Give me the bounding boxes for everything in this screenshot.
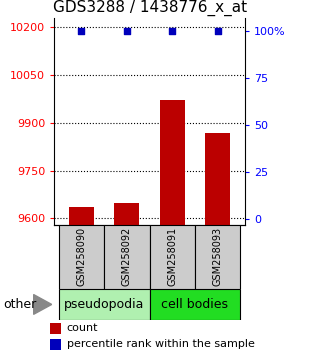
Title: GDS3288 / 1438776_x_at: GDS3288 / 1438776_x_at [52,0,247,16]
Point [170,28,175,34]
Text: count: count [67,323,98,333]
Bar [104,225,149,289]
Point [215,28,220,34]
Bar [149,289,240,320]
Bar [149,225,195,289]
Text: cell bodies: cell bodies [162,298,228,311]
Bar [50,322,61,334]
Bar [160,100,185,225]
Polygon shape [33,295,52,314]
Bar [50,338,61,350]
Bar [59,225,104,289]
Bar [114,203,140,225]
Point [79,28,84,34]
Text: percentile rank within the sample: percentile rank within the sample [67,339,255,349]
Bar [205,133,230,225]
Text: GSM258090: GSM258090 [77,227,86,286]
Bar [59,289,149,320]
Text: GSM258092: GSM258092 [122,227,132,286]
Point [124,28,129,34]
Text: GSM258093: GSM258093 [213,227,223,286]
Text: pseudopodia: pseudopodia [64,298,144,311]
Bar [69,207,94,225]
Bar [195,225,240,289]
Text: GSM258091: GSM258091 [167,227,177,286]
Text: other: other [3,298,36,311]
